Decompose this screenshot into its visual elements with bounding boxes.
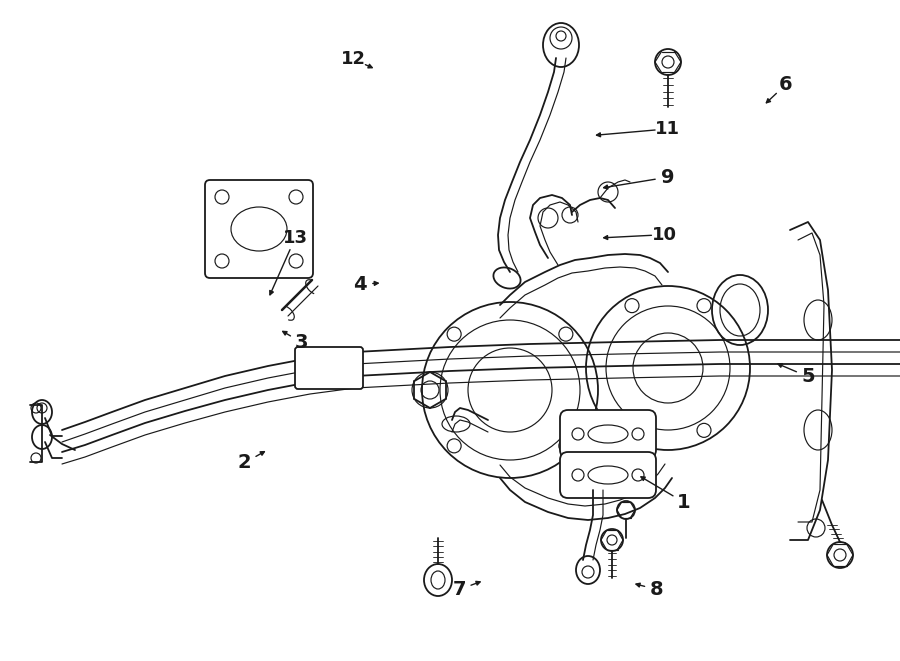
Text: 1: 1 bbox=[677, 493, 691, 512]
Text: 8: 8 bbox=[650, 580, 664, 599]
FancyBboxPatch shape bbox=[560, 452, 656, 498]
Text: 10: 10 bbox=[652, 225, 677, 244]
Circle shape bbox=[37, 403, 47, 413]
Text: 4: 4 bbox=[353, 275, 367, 293]
FancyBboxPatch shape bbox=[205, 180, 313, 278]
Text: 7: 7 bbox=[452, 580, 466, 599]
Text: 9: 9 bbox=[661, 168, 675, 186]
Circle shape bbox=[556, 31, 566, 41]
Text: 3: 3 bbox=[295, 333, 308, 352]
Text: 5: 5 bbox=[801, 368, 815, 386]
FancyBboxPatch shape bbox=[560, 410, 656, 458]
Text: 2: 2 bbox=[238, 453, 252, 472]
Text: 6: 6 bbox=[778, 75, 793, 94]
Text: 11: 11 bbox=[655, 120, 680, 138]
Text: 13: 13 bbox=[283, 229, 308, 247]
Text: 12: 12 bbox=[341, 50, 366, 69]
FancyBboxPatch shape bbox=[295, 347, 363, 389]
